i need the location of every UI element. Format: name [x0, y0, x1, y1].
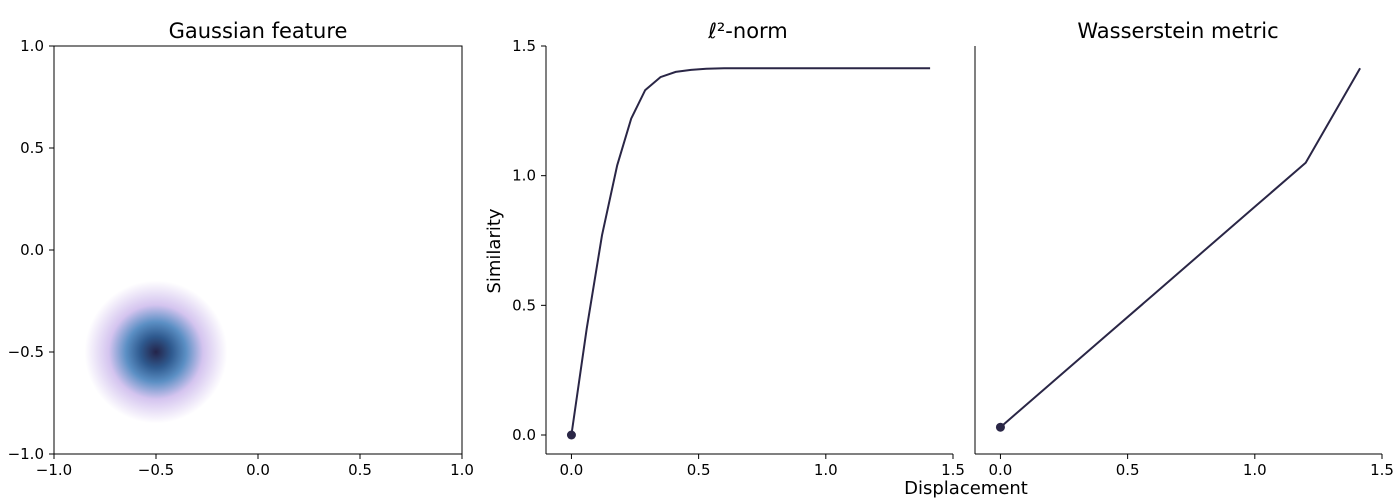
gaussian-title: Gaussian feature: [169, 19, 348, 43]
gaussian-ytick-label-1: −0.5: [8, 343, 44, 361]
l2-ytick-label-2: 1.0: [512, 167, 536, 185]
l2-xtick-label-3: 1.5: [941, 461, 965, 479]
l2-xtick-label-0: 0.0: [560, 461, 584, 479]
gaussian-blob: [84, 280, 228, 424]
gaussian-ytick-label-3: 0.5: [20, 139, 44, 157]
l2-ytick-label-1: 0.5: [512, 296, 536, 314]
wasserstein-panel: Wasserstein metric 0.0 0.5 1.0 1.5: [974, 19, 1394, 479]
gaussian-ytick-label-4: 1.0: [20, 37, 44, 55]
gaussian-ytick-label-0: −1.0: [8, 445, 44, 463]
l2-norm-title: ℓ²-norm: [707, 19, 788, 43]
l2-xtick-label-1: 0.5: [687, 461, 711, 479]
l2-ylabel: Similarity: [484, 208, 505, 293]
gaussian-panel: Gaussian feature −1.0 −0.5 0.0 0.5 1.0 −1.0 −0…: [8, 19, 474, 479]
gaussian-xtick-label-2: 0.0: [246, 461, 270, 479]
l2-ytick-label-3: 1.5: [512, 37, 536, 55]
l2-series-line: [570, 67, 931, 436]
l2-start-point: [566, 430, 576, 440]
l2-norm-panel: ℓ²-norm Similarity 0.0 0.5 1.0 1.5 0.0 0.5 1.0…: [484, 19, 965, 479]
wasserstein-start-point: [995, 422, 1005, 432]
gaussian-xtick-label-1: −0.5: [138, 461, 174, 479]
wasserstein-xtick-label-0: 0.0: [989, 461, 1013, 479]
gaussian-xtick-label-0: −1.0: [36, 461, 72, 479]
wasserstein-xtick-label-3: 1.5: [1370, 461, 1394, 479]
l2-xtick-label-2: 1.0: [814, 461, 838, 479]
gaussian-xtick-label-4: 1.0: [450, 461, 474, 479]
shared-xlabel: Displacement: [904, 478, 1028, 499]
gaussian-ytick-label-2: 0.0: [20, 241, 44, 259]
gaussian-xtick-label-3: 0.5: [348, 461, 372, 479]
wasserstein-series-line: [999, 67, 1361, 428]
l2-ytick-label-0: 0.0: [512, 426, 536, 444]
wasserstein-xtick-label-1: 0.5: [1116, 461, 1140, 479]
wasserstein-xtick-label-2: 1.0: [1243, 461, 1267, 479]
wasserstein-title: Wasserstein metric: [1077, 19, 1278, 43]
